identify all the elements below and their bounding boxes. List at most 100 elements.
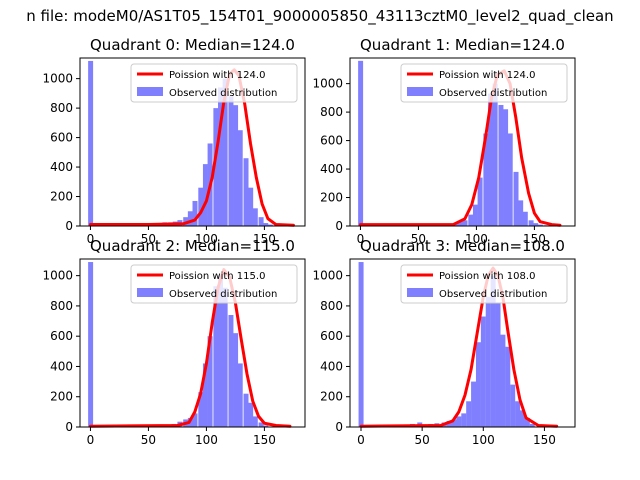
histogram-bar [263, 425, 269, 427]
subplot-title: Quadrant 3: Median=108.0 [360, 237, 565, 255]
histogram-bar [248, 187, 254, 226]
legend-box [130, 264, 298, 304]
histogram-bar [477, 177, 483, 226]
axes-frame [349, 258, 576, 428]
y-tick-label: 600 [320, 134, 343, 148]
x-tick-label: 100 [195, 232, 218, 246]
histogram-bar [490, 275, 496, 427]
x-tick-label: 50 [411, 232, 426, 246]
histogram-bar [533, 223, 539, 226]
histogram-bar [505, 346, 511, 427]
legend-entry-observed: Observed distribution [169, 289, 277, 300]
histogram-bar [233, 333, 239, 427]
x-tick-label: 50 [415, 433, 430, 447]
y-tick-label: 800 [320, 299, 343, 313]
x-tick-label: 0 [87, 433, 95, 447]
histogram-bar [228, 315, 234, 427]
histogram-bar [456, 416, 462, 427]
histogram-bar [462, 220, 468, 226]
histogram-bar [258, 217, 264, 226]
histogram-bars [358, 262, 535, 427]
histogram-bar [213, 286, 219, 427]
y-tick-label: 200 [50, 390, 73, 404]
subplot-quadrant-3: 0 50 100 150 0 200 400 600 800 1000 Quadrant 3: Me… [312, 237, 576, 447]
y-tick-label: 200 [320, 191, 343, 205]
histogram-bar [192, 413, 198, 427]
histogram-bar [519, 410, 525, 427]
histogram-bar [529, 423, 535, 427]
figure-suptitle: n file: modeM0/AS1T05_154T01_9000005850_… [26, 7, 614, 25]
y-tick-label: 600 [50, 329, 73, 343]
legend-entry-poisson: Poission with 115.0 [169, 271, 265, 282]
histogram-bar [187, 211, 193, 226]
legend-patch-swatch [407, 288, 433, 297]
histogram-bar [507, 133, 513, 226]
legend-entry-poisson: Poission with 108.0 [439, 271, 535, 282]
y-tick-label: 800 [50, 101, 73, 115]
histogram-bar [475, 342, 481, 427]
histogram-bar [88, 60, 94, 227]
legend-box [130, 63, 298, 103]
y-tick-label: 0 [335, 219, 343, 233]
histogram-bar [483, 133, 489, 226]
histogram-bar [222, 78, 228, 226]
x-tick-label: 50 [141, 433, 156, 447]
axes-frame [79, 57, 306, 227]
legend-patch-swatch [407, 87, 433, 96]
histogram-bar [457, 221, 463, 226]
x-tick-label: 0 [357, 232, 365, 246]
histogram-bar [248, 402, 254, 427]
y-tick-label: 1000 [42, 72, 73, 86]
histogram-bar [461, 413, 467, 427]
histogram-bar [243, 158, 249, 226]
histogram-bar [198, 187, 204, 226]
histogram-bar [446, 420, 452, 427]
y-tick-label: 0 [65, 420, 73, 434]
histogram-bar [252, 416, 258, 427]
subplot-quadrant-2: 0 50 100 150 0 200 400 600 800 1000 Quadrant 2: Me… [42, 237, 306, 447]
legend-entry-observed: Observed distribution [439, 88, 547, 99]
histogram-bar [202, 363, 208, 427]
legend-patch-swatch [137, 87, 163, 96]
subplot-quadrant-0: 0 50 100 150 0 200 400 600 800 1000 Quadrant 0: Me… [42, 36, 306, 246]
histogram-bar [233, 105, 239, 226]
subplot-title: Quadrant 2: Median=115.0 [90, 237, 295, 255]
legend: Poission with 115.0 Observed distribution [130, 264, 298, 304]
histogram-bar [515, 401, 521, 427]
legend-entry-observed: Observed distribution [169, 88, 277, 99]
y-tick-label: 0 [65, 219, 73, 233]
histogram-bar [252, 208, 258, 226]
histogram-bar [510, 384, 516, 427]
y-tick-label: 600 [50, 131, 73, 145]
axes-frame [349, 57, 576, 227]
subplot-title: Quadrant 1: Median=124.0 [360, 36, 565, 54]
histogram-bar [528, 220, 534, 226]
y-tick-label: 800 [50, 299, 73, 313]
x-tick-label: 150 [523, 232, 546, 246]
y-tick-label: 400 [320, 359, 343, 373]
x-tick-label: 150 [253, 232, 276, 246]
histogram-bar [480, 316, 486, 427]
histogram-bar [522, 211, 528, 226]
y-tick-label: 0 [335, 420, 343, 434]
x-tick-label: 150 [253, 433, 276, 447]
histogram-bar [485, 296, 491, 427]
histogram-bar [500, 334, 506, 427]
histogram-bar [492, 83, 498, 226]
y-tick-label: 400 [50, 160, 73, 174]
histogram-bar [192, 200, 198, 226]
x-tick-label: 100 [465, 232, 488, 246]
y-tick-label: 1000 [312, 77, 343, 91]
histogram-bar [468, 214, 474, 226]
legend-box [400, 264, 568, 304]
histogram-bar [237, 130, 243, 226]
legend: Poission with 108.0 Observed distribution [400, 264, 568, 304]
x-tick-label: 0 [357, 433, 365, 447]
histogram-bar [537, 224, 543, 226]
y-tick-label: 400 [320, 162, 343, 176]
y-tick-label: 1000 [312, 269, 343, 283]
histogram-bar [263, 223, 269, 226]
histogram-bar [237, 363, 243, 427]
x-tick-label: 150 [533, 433, 556, 447]
histogram-bar [358, 60, 364, 226]
